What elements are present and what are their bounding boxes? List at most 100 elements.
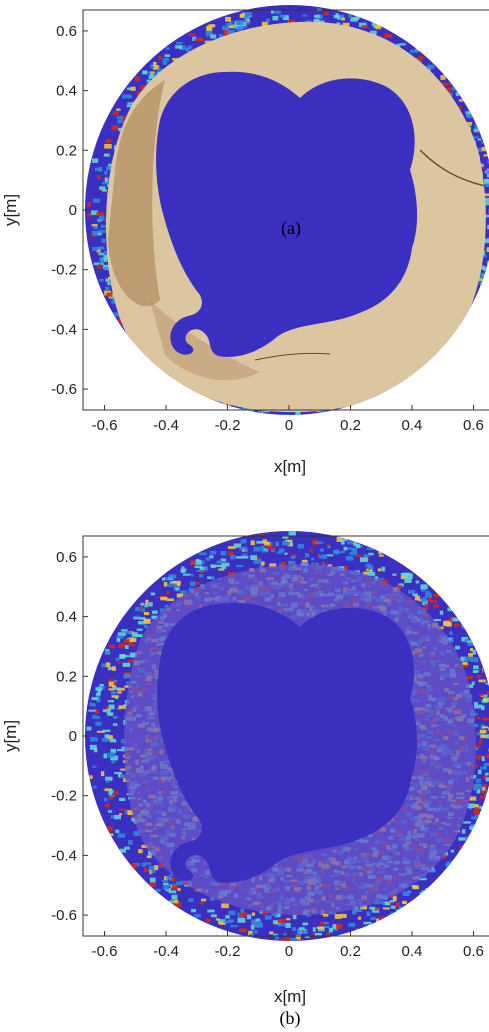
speckle-cell bbox=[124, 809, 129, 815]
speckle-cell bbox=[93, 225, 98, 230]
speckle-cell bbox=[108, 704, 115, 710]
speckle-cell bbox=[252, 921, 257, 925]
speckle-cell bbox=[356, 928, 364, 932]
speckle-cell bbox=[328, 927, 333, 933]
speckle-cell bbox=[439, 610, 444, 615]
speckle-cell bbox=[480, 694, 488, 697]
speckle-cell bbox=[109, 833, 114, 836]
speckle-cell bbox=[244, 15, 248, 19]
speckle-cell bbox=[482, 726, 489, 729]
speckle-cell bbox=[305, 935, 310, 938]
speckle-cell bbox=[474, 807, 480, 810]
speckle-cell bbox=[400, 576, 408, 580]
speckle-cell bbox=[227, 551, 234, 556]
speckle-cell bbox=[221, 903, 229, 909]
speckle-cell bbox=[172, 583, 177, 586]
speckle-cell bbox=[448, 618, 453, 621]
speckle-cell bbox=[99, 186, 106, 190]
speckle-cell bbox=[332, 924, 337, 929]
panel-b-xtick-label-2: -0.2 bbox=[215, 943, 241, 960]
speckle-cell bbox=[90, 234, 96, 237]
panel-a-ytick-label-2: 0.2 bbox=[56, 142, 77, 159]
speckle-cell bbox=[384, 901, 391, 906]
speckle-cell bbox=[342, 22, 350, 27]
speckle-cell bbox=[151, 615, 158, 620]
speckle-cell bbox=[194, 565, 202, 569]
speckle-cell bbox=[151, 610, 158, 614]
speckle-cell bbox=[229, 21, 233, 26]
speckle-cell bbox=[210, 576, 215, 580]
speckle-cell bbox=[474, 815, 480, 820]
speckle-cell bbox=[333, 549, 339, 554]
speckle-cell bbox=[139, 85, 146, 89]
speckle-cell bbox=[481, 786, 486, 791]
speckle-cell bbox=[174, 901, 182, 907]
speckle-cell bbox=[418, 56, 424, 61]
panel-a-xtick-label-5: 0.4 bbox=[402, 417, 423, 434]
speckle-cell bbox=[150, 71, 156, 76]
speckle-cell bbox=[180, 590, 187, 595]
speckle-cell bbox=[326, 554, 334, 557]
speckle-cell bbox=[466, 835, 474, 841]
speckle-cell bbox=[182, 573, 191, 576]
speckle-cell bbox=[135, 76, 141, 82]
speckle-cell bbox=[118, 797, 126, 802]
panel-a-xtick-label-6: 0.6 bbox=[463, 417, 484, 434]
speckle-cell bbox=[395, 43, 401, 48]
speckle-cell bbox=[168, 574, 177, 579]
speckle-cell bbox=[108, 794, 115, 797]
speckle-cell bbox=[485, 170, 489, 174]
speckle-cell bbox=[458, 837, 466, 841]
speckle-cell bbox=[225, 16, 232, 22]
speckle-cell bbox=[87, 212, 92, 217]
panel-b-ytick-label-2: 0.2 bbox=[56, 668, 77, 685]
speckle-cell bbox=[175, 45, 182, 49]
speckle-cell bbox=[93, 262, 100, 266]
speckle-cell bbox=[152, 65, 160, 70]
speckle-cell bbox=[95, 692, 101, 696]
speckle-cell bbox=[230, 924, 238, 928]
speckle-cell bbox=[418, 599, 423, 602]
speckle-cell bbox=[408, 589, 416, 594]
speckle-cell bbox=[142, 70, 147, 75]
speckle-cell bbox=[166, 876, 172, 880]
speckle-cell bbox=[100, 771, 105, 777]
speckle-cell bbox=[282, 15, 289, 21]
speckle-cell bbox=[96, 716, 101, 720]
speckle-cell bbox=[464, 638, 470, 643]
speckle-cell bbox=[92, 785, 97, 789]
speckle-cell bbox=[110, 815, 116, 819]
speckle-cell bbox=[158, 863, 165, 868]
speckle-cell bbox=[486, 173, 489, 178]
speckle-cell bbox=[241, 408, 249, 414]
speckle-cell bbox=[107, 810, 113, 813]
speckle-cell bbox=[290, 938, 297, 941]
speckle-cell bbox=[106, 166, 112, 171]
speckle-cell bbox=[172, 580, 181, 586]
panel-b-label: (b) bbox=[280, 1008, 301, 1029]
speckle-cell bbox=[120, 629, 128, 632]
speckle-cell bbox=[486, 691, 489, 694]
speckle-cell bbox=[240, 539, 247, 544]
speckle-cell bbox=[169, 581, 176, 584]
speckle-cell bbox=[284, 937, 292, 941]
speckle-cell bbox=[129, 637, 137, 643]
speckle-cell bbox=[282, 541, 288, 544]
speckle-cell bbox=[107, 712, 112, 716]
speckle-cell bbox=[150, 868, 156, 874]
speckle-cell bbox=[470, 657, 479, 663]
speckle-cell bbox=[334, 923, 343, 929]
speckle-cell bbox=[276, 913, 281, 917]
speckle-cell bbox=[486, 247, 489, 253]
speckle-cell bbox=[118, 773, 122, 778]
speckle-cell bbox=[149, 882, 156, 887]
speckle-cell bbox=[319, 921, 327, 925]
speckle-cell bbox=[221, 562, 230, 567]
speckle-cell bbox=[108, 796, 114, 800]
speckle-cell bbox=[482, 784, 488, 788]
speckle-cell bbox=[475, 747, 479, 751]
speckle-cell bbox=[313, 18, 320, 24]
speckle-cell bbox=[112, 666, 116, 671]
speckle-cell bbox=[205, 30, 213, 36]
panel-b: -0.6 -0.4 -0.2 0 0.2 0.4 0.6 0.6 0.4 0.2 0 -0.2 -0.4… bbox=[1, 531, 489, 1029]
